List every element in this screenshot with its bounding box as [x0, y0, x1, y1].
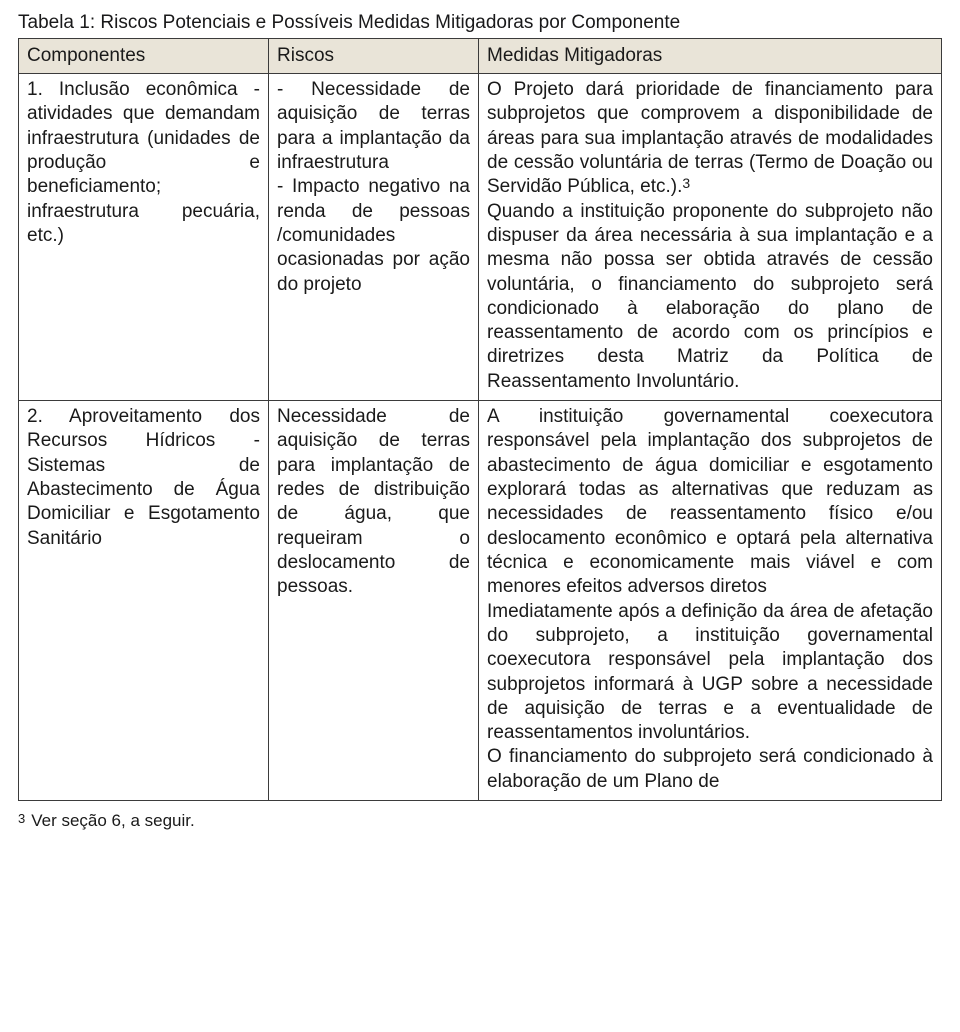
table-row: 1. Inclusão econômica - atividades que d… — [19, 74, 942, 401]
cell-risco-1: - Necessidade de aquisição de terras par… — [269, 74, 479, 401]
page-container: Tabela 1: Riscos Potenciais e Possíveis … — [0, 0, 960, 843]
table-header-row: Componentes Riscos Medidas Mitigadoras — [19, 39, 942, 74]
cell-medida-2: A instituição governamental coexecutora … — [479, 401, 942, 801]
footnote: 3 Ver seção 6, a seguir. — [18, 801, 942, 831]
medida2-p1: A instituição governamental coexecutora … — [487, 406, 933, 597]
cell-medida-1: O Projeto dará prioridade de financiamen… — [479, 74, 942, 401]
cell-risco-2: Necessidade de aquisição de terras para … — [269, 401, 479, 801]
medida1-p2: Quando a instituição proponente do subpr… — [487, 201, 933, 392]
risk-table: Componentes Riscos Medidas Mitigadoras 1… — [18, 38, 942, 801]
table-row: 2. Aproveitamento dos Recursos Hídricos … — [19, 401, 942, 801]
risco1-line1: - Necessidade de aquisição de terras par… — [277, 79, 470, 173]
medida2-p2: Imediatamente após a definição da área d… — [487, 601, 933, 744]
medida1-p1: O Projeto dará prioridade de financiamen… — [487, 79, 933, 197]
table-title: Tabela 1: Riscos Potenciais e Possíveis … — [18, 12, 942, 34]
footnote-text: Ver seção 6, a seguir. — [31, 811, 195, 830]
footnote-marker: 3 — [18, 811, 25, 826]
header-componentes: Componentes — [19, 39, 269, 74]
header-riscos: Riscos — [269, 39, 479, 74]
medida2-p3: O financiamento do subprojeto será condi… — [487, 746, 933, 791]
header-medidas: Medidas Mitigadoras — [479, 39, 942, 74]
footnote-ref-3: 3 — [682, 175, 690, 191]
cell-componente-1: 1. Inclusão econômica - atividades que d… — [19, 74, 269, 401]
risco1-line2: - Impacto negativo na renda de pessoas /… — [277, 176, 470, 294]
cell-componente-2: 2. Aproveitamento dos Recursos Hídricos … — [19, 401, 269, 801]
